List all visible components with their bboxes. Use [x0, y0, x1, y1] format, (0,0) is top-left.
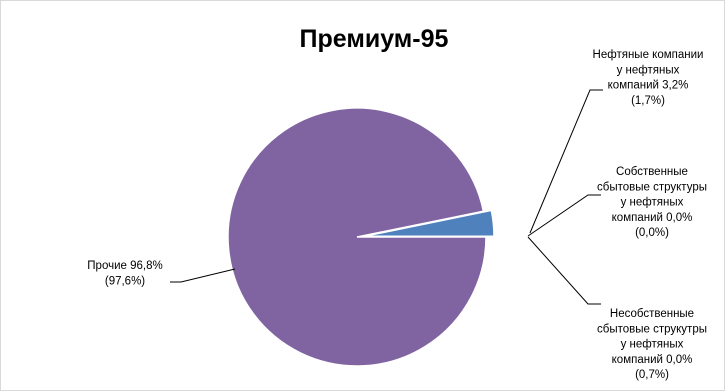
data-label-line: у нефтяных	[621, 339, 684, 351]
leader-line-own-structures	[527, 194, 601, 237]
data-label-line: Нефтяные компании	[593, 49, 704, 61]
data-labels: Нефтяные компании у нефтяных компаний 3,2%…	[87, 49, 707, 381]
data-label-line: (0,7%)	[635, 369, 669, 381]
data-label-line: Прочие 96,8%	[87, 260, 162, 272]
data-label-line: Несобственные	[610, 308, 694, 320]
data-label-line: сбытовые структуры	[597, 181, 707, 193]
chart-title: Премиум-95	[300, 25, 449, 53]
pie-slice-other	[227, 107, 487, 367]
data-label-line: компаний 0,0%	[612, 212, 693, 224]
data-label-own-structures: Собственные сбытовые структуры у нефтяных к…	[597, 166, 707, 239]
pie-slice-oil-companies	[364, 209, 495, 237]
leader-line-non-own-structures	[527, 236, 601, 305]
data-label-line: сбытовые струкутры	[597, 323, 707, 335]
data-label-non-own-structures: Несобственные сбытовые струкутры у нефтяны…	[597, 308, 707, 381]
leader-line-other	[170, 268, 236, 283]
data-label-other: Прочие 96,8% (97,6%)	[87, 260, 162, 287]
leader-lines	[170, 89, 603, 305]
data-label-oil-companies: Нефтяные компании у нефтяных компаний 3,2%…	[593, 49, 704, 107]
data-label-line: у нефтяных	[617, 64, 680, 76]
data-label-line: Собственные	[616, 166, 688, 178]
data-label-line: компаний 0,0%	[612, 354, 693, 366]
data-label-line: (97,6%)	[105, 275, 145, 287]
data-label-line: (1,7%)	[631, 95, 665, 107]
data-label-line: у нефтяных	[621, 197, 684, 209]
pie-slices	[227, 107, 495, 367]
leader-line-oil-companies	[529, 89, 603, 234]
data-label-line: (0,0%)	[635, 227, 669, 239]
data-label-line: компаний 3,2%	[608, 80, 689, 92]
